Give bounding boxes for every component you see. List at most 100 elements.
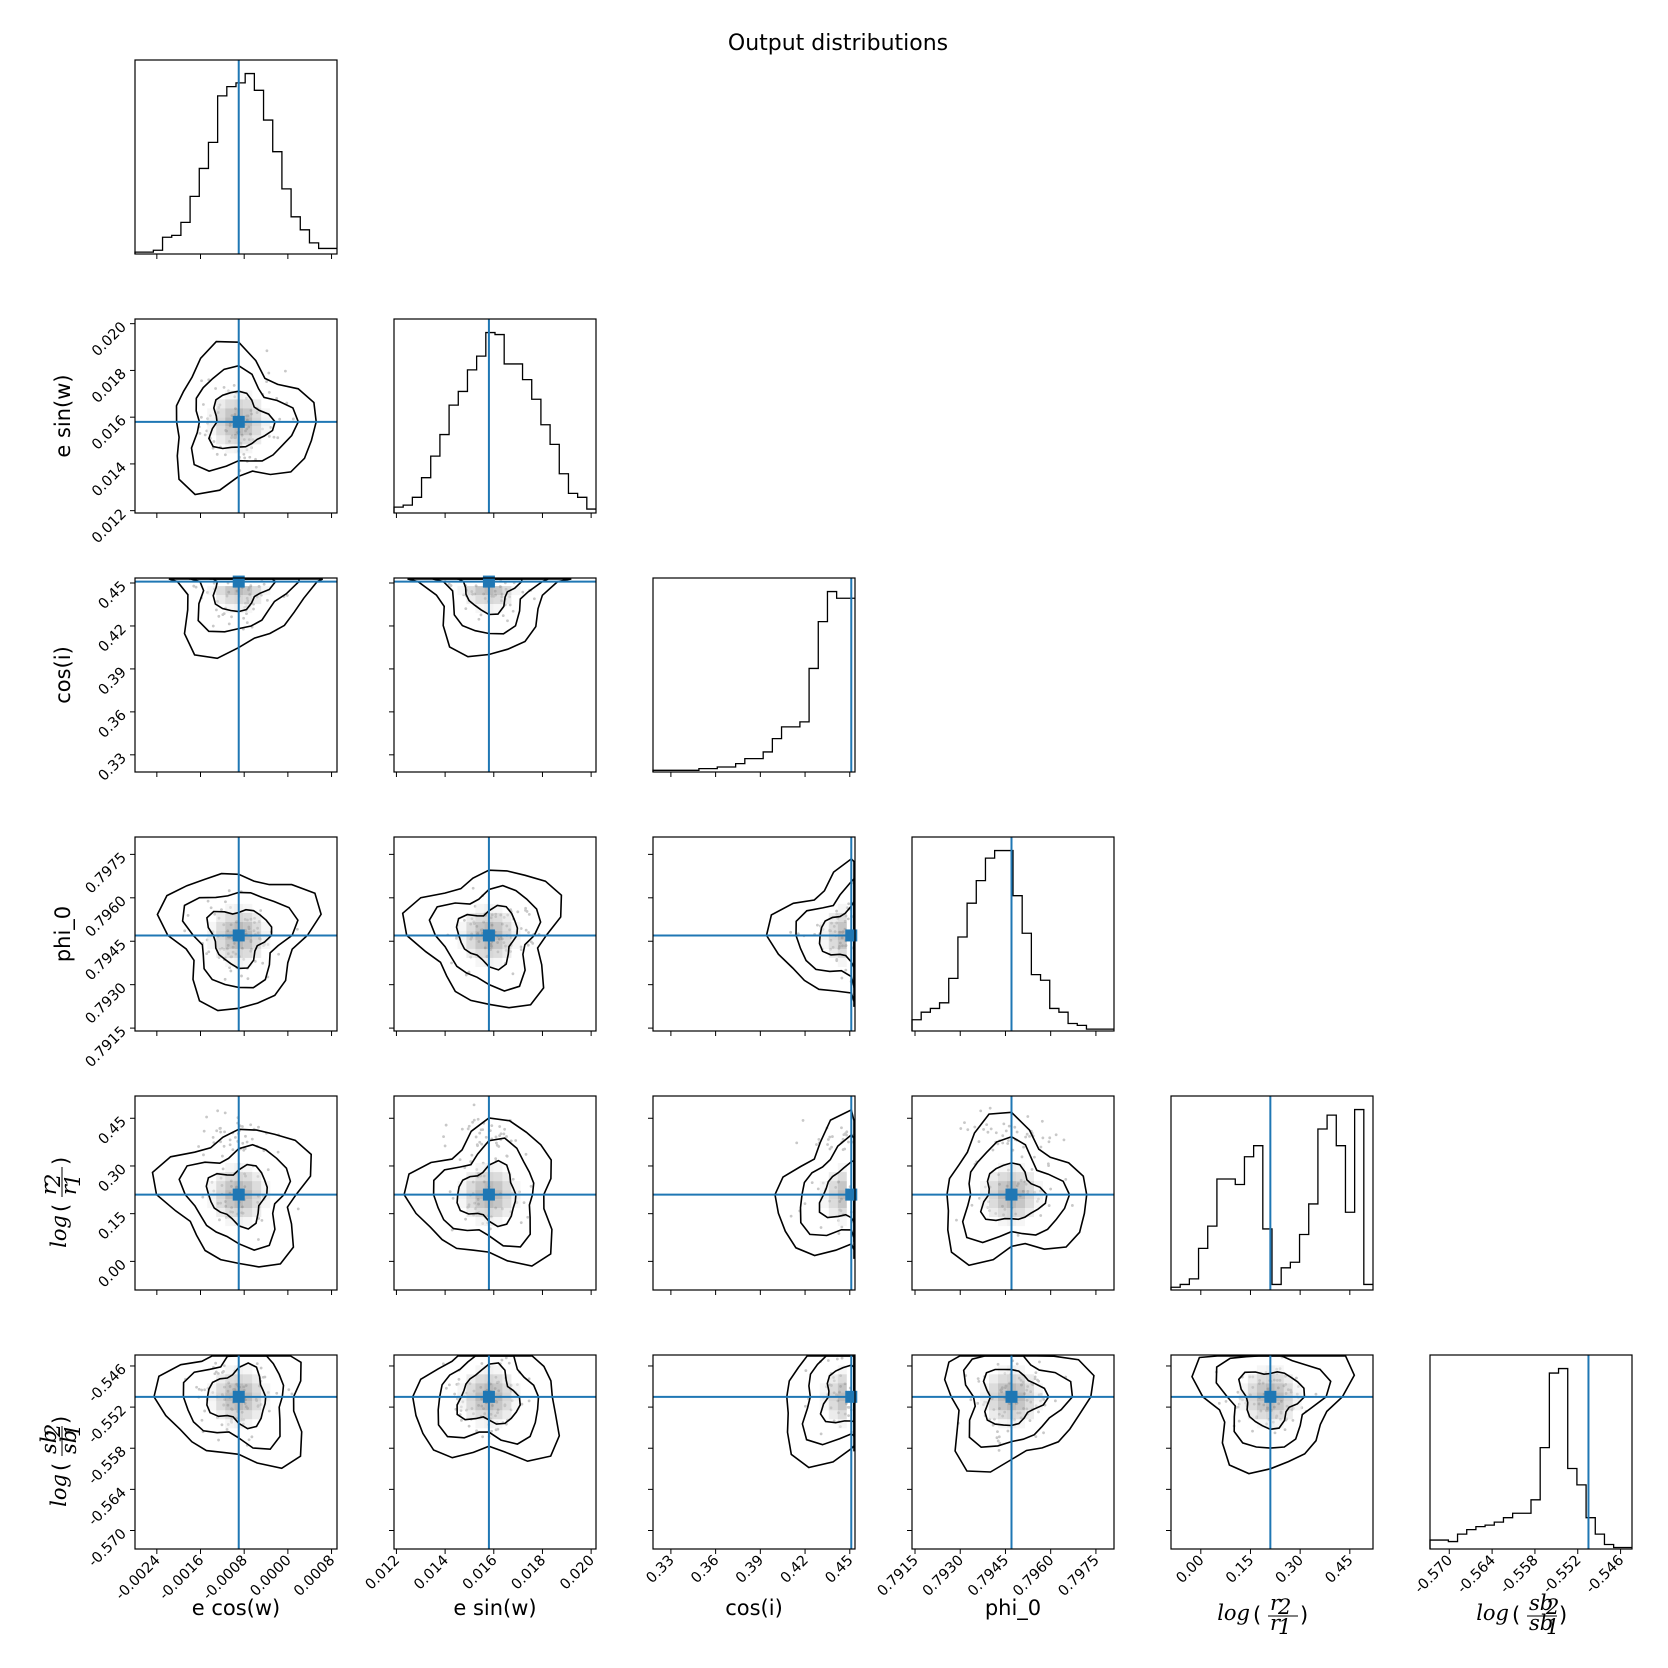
density-cell: [252, 912, 262, 922]
y-tick-label: 0.014: [89, 459, 130, 500]
density-cell: [493, 586, 503, 596]
scatter-point: [221, 1154, 224, 1158]
density-cell: [493, 1383, 503, 1393]
scatter-point: [846, 917, 850, 921]
scatter-point: [272, 435, 276, 439]
scatter-point: [227, 889, 231, 893]
scatter-point: [213, 912, 217, 916]
density-cell: [475, 1419, 485, 1429]
x-tick-label: 0.45: [1322, 1553, 1356, 1587]
density-cell: [216, 399, 226, 409]
scatter-point: [1026, 1115, 1030, 1118]
scatter-point: [840, 1126, 843, 1130]
scatter-point: [840, 1225, 844, 1229]
scatter-point: [1283, 1428, 1287, 1432]
scatter-point: [526, 1215, 530, 1219]
scatter-point: [197, 1387, 201, 1391]
density-cell: [261, 1383, 271, 1393]
density-cell: [1283, 1383, 1293, 1393]
scatter-point: [267, 371, 271, 375]
scatter-point: [197, 1145, 200, 1148]
scatter-point: [1033, 1377, 1037, 1381]
scatter-point: [444, 1386, 448, 1390]
density-cell: [243, 426, 253, 436]
scatter-point: [835, 1357, 839, 1361]
scatter-point: [252, 607, 255, 611]
density-cell: [1283, 1401, 1293, 1411]
scatter-point: [841, 1137, 845, 1141]
density-cell: [1247, 1383, 1257, 1393]
scatter-point: [243, 1147, 247, 1151]
density-cell: [243, 1163, 253, 1173]
density-cell: [819, 1199, 829, 1209]
scatter-point: [215, 452, 219, 456]
density-cell: [216, 595, 226, 605]
scatter-point: [803, 1404, 807, 1408]
density-cell: [837, 1217, 847, 1227]
density-cell: [502, 948, 512, 958]
density-cell: [1274, 1419, 1284, 1429]
scatter-point: [215, 1129, 219, 1133]
x-tick-label: 0.0000: [247, 1553, 294, 1600]
density-cell: [979, 1383, 989, 1393]
scatter-point: [496, 1427, 500, 1431]
scatter-point: [976, 1401, 980, 1405]
scatter-point: [1025, 1132, 1029, 1136]
density-cell: [502, 1410, 512, 1420]
panel-2-1: [389, 575, 597, 777]
density-cell: [1015, 1383, 1025, 1393]
scatter-point: [262, 582, 266, 586]
density-cell: [997, 1383, 1007, 1393]
right-paren: ): [1300, 1603, 1308, 1627]
density-cell: [216, 1199, 226, 1209]
scatter-point: [448, 1190, 452, 1194]
density-cell: [988, 1401, 998, 1411]
y-tick-label: -0.564: [85, 1485, 129, 1529]
scatter-point: [963, 1121, 966, 1125]
density-cell: [511, 1199, 521, 1209]
density-cell: [828, 1374, 838, 1384]
scatter-point: [213, 1372, 217, 1376]
density-cell: [466, 939, 476, 949]
scatter-point: [507, 1361, 511, 1365]
scatter-point: [494, 1157, 498, 1161]
scatter-point: [846, 1405, 850, 1409]
frac-num-sub: 2: [41, 1174, 65, 1188]
scatter-point: [224, 900, 227, 904]
scatter-point: [985, 1123, 989, 1127]
density-cell: [466, 1401, 476, 1411]
y-tick-label: -0.570: [85, 1526, 129, 1570]
scatter-point: [815, 1143, 818, 1146]
scatter-point: [830, 1145, 833, 1149]
density-cell: [225, 435, 235, 445]
scatter-point: [230, 615, 233, 619]
hist-step-1: [393, 331, 596, 513]
scatter-point: [203, 1409, 207, 1413]
scatter-point: [490, 1124, 494, 1127]
frac-den-sub: 1: [61, 1424, 85, 1437]
scatter-point: [241, 1125, 244, 1128]
panel-2-0: 0.33 0.36 0.39 0.42 0.45: [96, 575, 338, 784]
density-cell: [1024, 1401, 1034, 1411]
scatter-point: [207, 378, 211, 382]
scatter-point: [502, 1132, 506, 1136]
truth-marker: [1005, 1188, 1018, 1201]
density-cell: [837, 1419, 847, 1429]
scatter-point: [1237, 1419, 1241, 1423]
density-cell: [493, 1410, 503, 1420]
ylabel-e-sin-w: e sin(w): [51, 374, 75, 457]
chart-title: Output distributions: [728, 31, 948, 56]
density-cell: [252, 399, 262, 409]
density-cell: [216, 435, 226, 445]
density-cell: [243, 1199, 253, 1209]
y-tick-label: 0.33: [96, 750, 130, 784]
panel-frame: [911, 1095, 1115, 1291]
scatter-point: [977, 1140, 981, 1143]
density-cell: [466, 1208, 476, 1218]
scatter-point: [845, 1133, 848, 1137]
density-cell: [225, 444, 235, 454]
panel-3-3: [911, 836, 1115, 1036]
density-cell: [837, 921, 847, 931]
